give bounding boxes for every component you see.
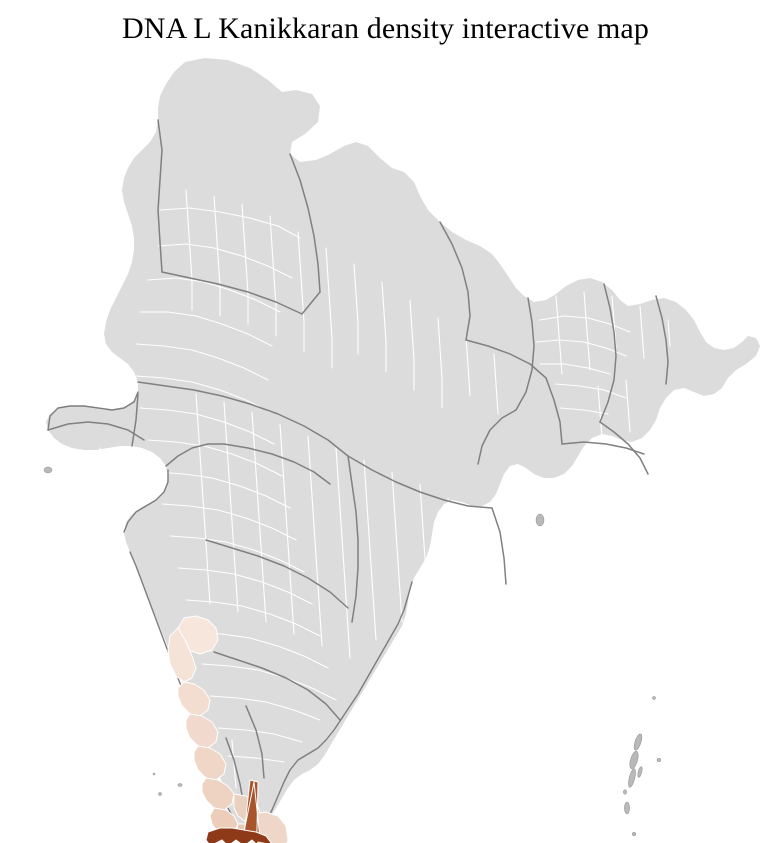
highlighted-districts[interactable] <box>167 615 289 843</box>
india-choropleth-map[interactable] <box>0 50 771 843</box>
island-middle-andaman <box>629 751 639 769</box>
district-kanyakumari[interactable] <box>238 779 274 843</box>
island-car-nicobar <box>631 831 637 837</box>
district-thiruvananthapuram[interactable] <box>205 827 274 843</box>
state-boundaries <box>47 119 669 807</box>
island-north-andaman <box>633 733 643 751</box>
andaman-nicobar-islands[interactable] <box>623 696 665 843</box>
island-little-andaman <box>624 801 630 815</box>
page-title: DNA L Kanikkaran density interactive map <box>122 12 649 45</box>
landmass-group <box>46 58 760 834</box>
district-boundaries <box>65 189 671 799</box>
island-little-andaman-north <box>623 789 627 795</box>
island-ritchies-archipelago <box>637 766 643 778</box>
island-south-andaman <box>628 768 636 788</box>
island-kutch-marsh <box>43 466 53 474</box>
island-chetlat <box>152 772 156 776</box>
lakshadweep-islands[interactable] <box>152 772 183 843</box>
district-highlight-ridge[interactable] <box>214 839 258 843</box>
minor-coastal-marks <box>43 466 545 527</box>
island-coco <box>652 696 656 700</box>
island-kavaratti <box>177 783 183 787</box>
india-landmass[interactable] <box>46 58 760 834</box>
map-container[interactable] <box>0 50 771 843</box>
island-amini <box>158 792 162 796</box>
island-barren <box>656 757 662 763</box>
island-chilika-spit <box>535 513 545 527</box>
